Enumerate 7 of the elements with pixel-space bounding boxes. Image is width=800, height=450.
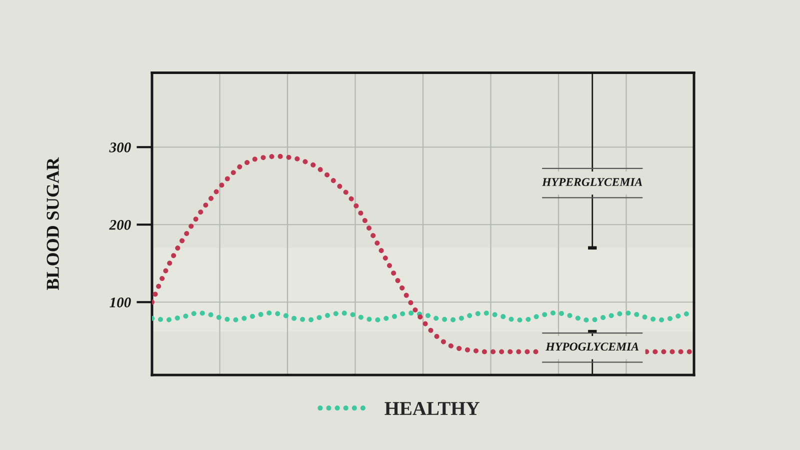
y-axis-title: BLOOD SUGAR — [46, 157, 59, 290]
band-label: HYPERGLYCEMIA — [542, 178, 642, 186]
band-label: HYPOGLYCEMIA — [546, 342, 639, 351]
y-tick-label: 300 — [109, 142, 131, 152]
legend-label: HEALTHY — [384, 402, 480, 415]
y-tick-label: 200 — [109, 220, 131, 230]
y-tick-label: 100 — [110, 297, 131, 308]
